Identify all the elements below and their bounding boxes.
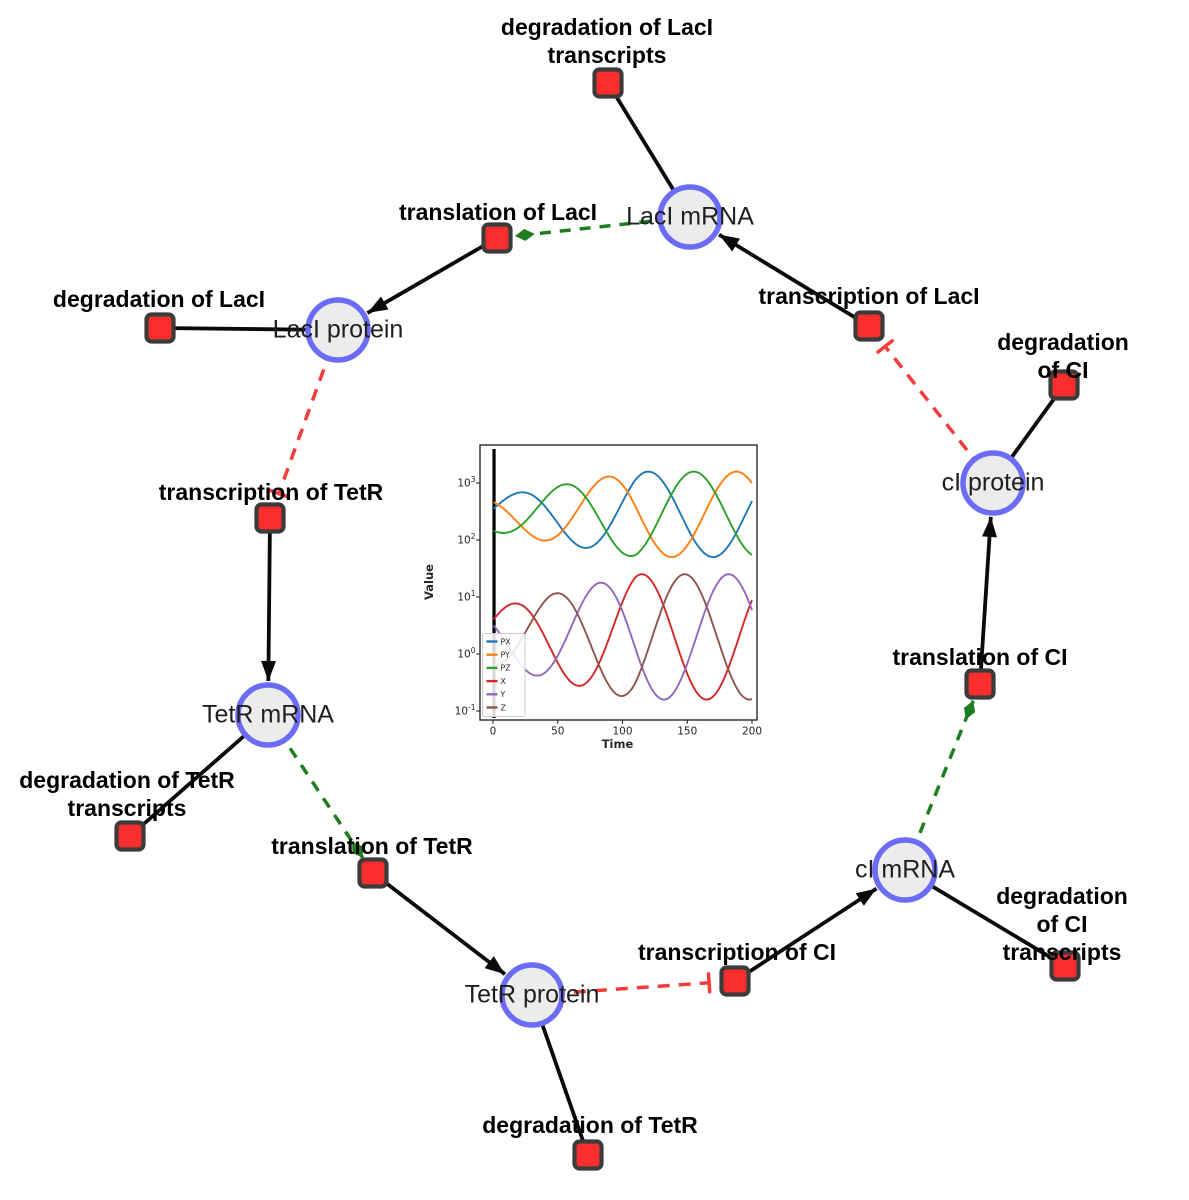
curve-PY — [493, 470, 753, 559]
x-tick-label: 150 — [677, 726, 697, 738]
curve-Z — [493, 573, 753, 701]
x-tick-label: 200 — [742, 726, 762, 738]
edge-transcription-laci--laci-mrna — [718, 233, 870, 328]
species-node-laci-protein — [305, 297, 371, 363]
reaction-node-deg-tetr-transcripts — [114, 820, 146, 852]
species-node-tetr-mrna — [235, 682, 301, 748]
species-node-tetr-protein — [499, 962, 565, 1028]
x-axis-label: Time — [602, 737, 634, 751]
reaction-node-deg-ci-transcripts — [1049, 950, 1081, 982]
reaction-node-deg-laci-transcripts — [592, 67, 624, 99]
legend-label-PZ: PZ — [501, 664, 511, 673]
y-tick-label: 103 — [457, 475, 475, 490]
edges-layer — [128, 82, 1066, 1156]
reaction-node-transcription-tetr — [254, 502, 286, 534]
reaction-node-transcription-laci — [853, 310, 885, 342]
reaction-node-deg-tetr — [572, 1139, 604, 1171]
x-tick-label: 0 — [490, 726, 497, 738]
species-node-laci-mrna — [657, 184, 723, 250]
reaction-node-translation-laci — [481, 222, 513, 254]
edge-transcription-ci--ci-mrna — [733, 886, 878, 983]
curve-PX — [493, 470, 753, 559]
legend-label-X: X — [501, 677, 507, 686]
y-tick-label: 10-1 — [455, 703, 476, 718]
x-tick-label: 100 — [612, 726, 632, 738]
species-node-ci-mrna — [872, 837, 938, 903]
nodes-layer — [114, 67, 1081, 1171]
chart-axes-box — [479, 444, 758, 721]
legend-label-Z: Z — [501, 703, 506, 712]
x-tick-label: 50 — [551, 726, 564, 738]
edge-transcription-tetr--tetr-mrna — [261, 517, 277, 682]
curve-Y — [492, 573, 753, 701]
reaction-node-translation-tetr — [357, 857, 389, 889]
edge-translation-tetr--tetr-protein — [371, 871, 507, 976]
simulation-chart: 0 50 100 150 200 103 102 101 100 10-1 Time Value PX P… — [422, 444, 762, 751]
species-node-ci-protein — [960, 450, 1026, 516]
y-axis-label: Value — [422, 564, 436, 600]
reaction-node-transcription-ci — [719, 965, 751, 997]
y-tick-label: 100 — [457, 646, 475, 661]
reaction-node-translation-ci — [964, 668, 996, 700]
y-tick-label: 101 — [457, 589, 475, 604]
edge-translation-laci--laci-protein — [366, 236, 498, 315]
curve-X — [492, 573, 753, 701]
reaction-node-deg-ci — [1048, 369, 1080, 401]
edge-translation-ci--ci-protein — [978, 516, 997, 685]
reaction-node-deg-laci — [144, 312, 176, 344]
y-tick-label: 102 — [457, 532, 475, 547]
legend-label-PX: PX — [501, 637, 512, 646]
curve-PZ — [493, 470, 753, 558]
legend-label-Y: Y — [500, 690, 506, 699]
legend-label-PY: PY — [501, 651, 511, 660]
